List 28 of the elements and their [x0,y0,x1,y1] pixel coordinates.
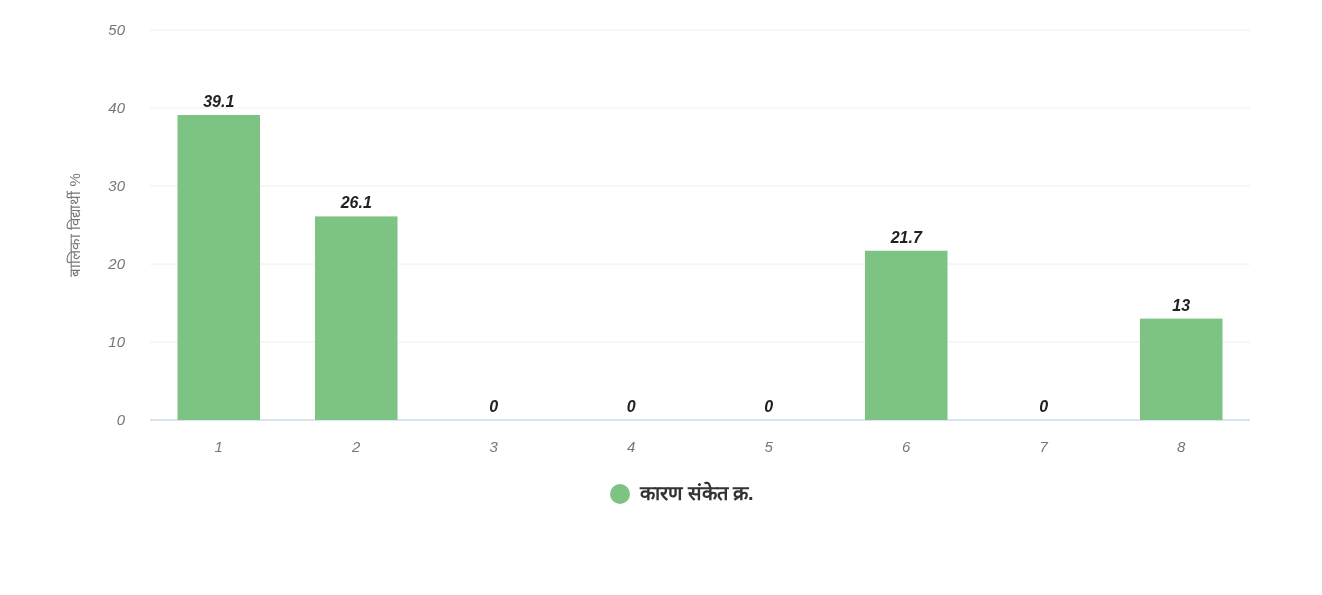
y-tick-label: 40 [108,99,126,116]
bar [315,216,398,420]
x-tick-label: 2 [351,438,362,455]
data-label: 21.7 [889,228,923,246]
bar [1140,318,1223,420]
data-label: 26.1 [339,194,372,212]
data-label: 0 [1039,398,1049,415]
x-tick-label: 7 [1039,438,1049,455]
x-tick-label: 8 [1177,438,1187,455]
data-label: 0 [764,398,774,415]
x-tick-label: 5 [764,438,774,455]
data-label: 0 [626,398,636,415]
legend-label: कारण संकेत क्र. [639,481,754,504]
data-label: 13 [1172,296,1191,314]
x-tick-label: 6 [902,438,912,455]
y-axis-title: बालिका विद्यार्थी % [66,173,83,277]
y-tick-label: 0 [116,411,126,428]
x-tick-label: 1 [214,438,223,455]
bar [865,250,948,420]
x-tick-label: 4 [627,438,636,455]
bar [177,115,260,420]
y-tick-label: 30 [108,177,126,194]
data-label: 39.1 [203,93,235,111]
x-tick-label: 3 [489,438,499,455]
y-tick-label: 20 [107,255,126,272]
data-label: 0 [489,398,499,415]
y-tick-label: 50 [108,21,126,38]
y-tick-label: 10 [108,333,126,350]
